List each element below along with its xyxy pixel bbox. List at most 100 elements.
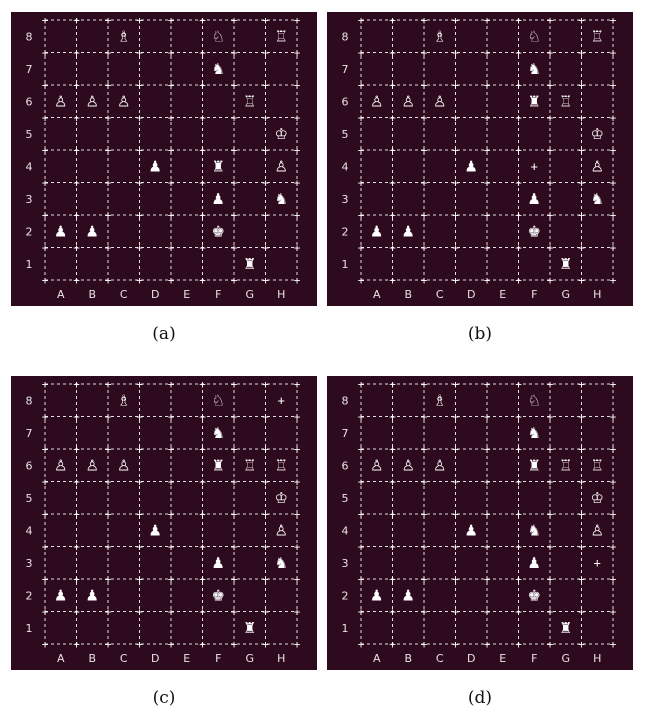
grid-intersection-plus: + (73, 638, 80, 651)
file-label: D (151, 652, 159, 665)
rank-label: 5 (26, 492, 33, 505)
grid-intersection-plus: + (515, 573, 522, 586)
grid-intersection-plus: + (452, 541, 459, 554)
grid-intersection-plus: + (515, 112, 522, 125)
grid-intersection-plus: + (610, 638, 617, 651)
chess-piece-f6: ♜ (528, 456, 541, 474)
grid-intersection-plus: + (105, 177, 112, 190)
chess-piece-a6: ♙ (54, 92, 67, 110)
grid-intersection-plus: + (105, 14, 112, 27)
file-label: F (531, 288, 537, 301)
grid-intersection-plus: + (42, 541, 49, 554)
grid-intersection-plus: + (105, 508, 112, 521)
rank-label: 4 (342, 524, 349, 537)
chess-piece-c6: ♙ (117, 456, 130, 474)
chess-piece-g1: ♜ (559, 619, 572, 637)
grid-intersection-plus: + (294, 242, 301, 255)
chess-piece-g1: ♜ (243, 619, 256, 637)
grid-intersection-plus: + (484, 638, 491, 651)
grid-intersection-plus: + (610, 177, 617, 190)
grid-intersection-plus: + (358, 638, 365, 651)
grid-intersection-plus: + (389, 411, 396, 424)
file-label: C (120, 652, 128, 665)
grid-intersection-plus: + (484, 274, 491, 287)
chess-piece-d4: ♟ (465, 521, 478, 539)
chess-piece-h5: ♔ (275, 125, 288, 143)
grid-intersection-plus: + (358, 47, 365, 60)
file-label: H (277, 652, 285, 665)
grid-intersection-plus: + (484, 606, 491, 619)
grid-intersection-plus: + (452, 47, 459, 60)
grid-intersection-plus: + (452, 14, 459, 27)
chess-piece-h4: ♙ (591, 521, 604, 539)
rank-label: 8 (26, 394, 33, 407)
grid-intersection-plus: + (547, 508, 554, 521)
grid-intersection-plus: + (42, 573, 49, 586)
chess-piece-b6: ♙ (402, 456, 415, 474)
chess-piece-h3: ♞ (275, 554, 288, 572)
grid-intersection-plus: + (484, 242, 491, 255)
chess-piece-c6: ♙ (433, 456, 446, 474)
grid-intersection-plus: + (421, 638, 428, 651)
rank-label: 1 (26, 622, 33, 635)
grid-intersection-plus: + (42, 476, 49, 489)
chess-piece-c8: ♗ (117, 27, 130, 45)
grid-intersection-plus: + (105, 573, 112, 586)
grid-intersection-plus: + (105, 443, 112, 456)
grid-intersection-plus: + (73, 508, 80, 521)
grid-intersection-plus: + (168, 47, 175, 60)
grid-intersection-plus: + (578, 378, 585, 391)
grid-intersection-plus: + (389, 378, 396, 391)
grid-intersection-plus: + (105, 209, 112, 222)
grid-intersection-plus: + (199, 177, 206, 190)
grid-intersection-plus: + (421, 378, 428, 391)
grid-intersection-plus: + (484, 508, 491, 521)
chess-piece-f3: ♟ (528, 554, 541, 572)
chess-piece-a6: ♙ (370, 456, 383, 474)
grid-intersection-plus: + (231, 476, 238, 489)
grid-intersection-plus: + (421, 411, 428, 424)
grid-intersection-plus: + (199, 14, 206, 27)
file-label: D (467, 288, 475, 301)
chess-piece-f7: ♞ (528, 60, 541, 78)
file-label: F (215, 652, 221, 665)
rank-label: 5 (342, 492, 349, 505)
grid-intersection-plus: + (73, 112, 80, 125)
rank-label: 3 (342, 557, 349, 570)
rank-label: 6 (26, 459, 33, 472)
file-label: F (531, 652, 537, 665)
grid-intersection-plus: + (547, 79, 554, 92)
grid-intersection-plus: + (515, 242, 522, 255)
grid-intersection-plus: + (515, 541, 522, 554)
file-label: A (373, 652, 381, 665)
grid-intersection-plus: + (294, 476, 301, 489)
chess-piece-f7: ♞ (212, 60, 225, 78)
caption-d: (d) (467, 688, 493, 708)
caption-b: (b) (467, 324, 493, 344)
chess-piece-h8: ♖ (275, 27, 288, 45)
grid-intersection-plus: + (231, 274, 238, 287)
grid-intersection-plus: + (452, 411, 459, 424)
grid-intersection-plus: + (389, 112, 396, 125)
caption-c: (c) (152, 688, 176, 708)
chess-piece-f2: ♚ (528, 586, 541, 604)
grid-intersection-plus: + (42, 79, 49, 92)
grid-intersection-plus: + (105, 79, 112, 92)
chess-piece-h6: ♖ (275, 456, 288, 474)
grid-intersection-plus: + (73, 541, 80, 554)
grid-intersection-plus: + (105, 541, 112, 554)
grid-intersection-plus: + (484, 14, 491, 27)
grid-intersection-plus: + (452, 508, 459, 521)
grid-intersection-plus: + (484, 209, 491, 222)
grid-intersection-plus: + (294, 508, 301, 521)
chess-piece-c8: ♗ (433, 391, 446, 409)
grid-intersection-plus: + (231, 144, 238, 157)
grid-intersection-plus: + (199, 209, 206, 222)
grid-intersection-plus: + (199, 79, 206, 92)
grid-intersection-plus: + (484, 443, 491, 456)
grid-intersection-plus: + (136, 378, 143, 391)
grid-intersection-plus: + (42, 411, 49, 424)
grid-intersection-plus: + (358, 177, 365, 190)
grid-intersection-plus: + (73, 209, 80, 222)
grid-intersection-plus: + (42, 274, 49, 287)
